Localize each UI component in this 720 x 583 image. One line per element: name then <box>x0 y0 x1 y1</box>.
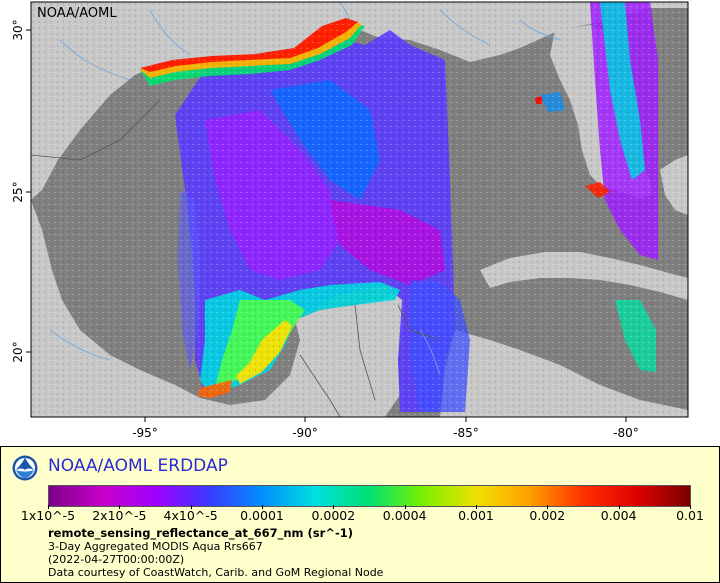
colorbar-tick <box>618 505 620 509</box>
swath-texture <box>31 2 688 417</box>
x-tick-label: -80° <box>613 426 639 440</box>
y-tick-label: 30° <box>11 19 25 40</box>
map-frame: -95° -90° -85° -80° 30° 25° 20° NOAA/AOM… <box>0 0 720 446</box>
colorbar-ticks: 1x10^-5 2x10^-5 4x10^-5 0.0001 0.0002 0.0004 0… <box>1 505 719 527</box>
variable-name: remote_sensing_reflectance_at_667_nm (sr… <box>48 526 353 540</box>
colorbar-tick-label: 0.004 <box>600 508 637 523</box>
colorbar-tick <box>547 505 549 509</box>
colorbar-tick <box>119 505 121 509</box>
colorbar <box>48 485 691 507</box>
colorbar-tick <box>333 505 335 509</box>
legend-panel: NOAA/AOML ERDDAP 1x10^-5 2x10^-5 4x10^-5 0.… <box>0 446 720 583</box>
noaa-logo-icon <box>12 455 38 481</box>
y-tick-label: 25° <box>11 181 25 202</box>
colorbar-tick <box>262 505 263 509</box>
colorbar-tick-label: 0.0001 <box>240 508 284 523</box>
erddap-title: NOAA/AOML ERDDAP <box>48 456 228 476</box>
colorbar-tick-label: 0.002 <box>529 508 566 523</box>
colorbar-tick <box>48 505 49 509</box>
colorbar-tick-label: 1x10^-5 <box>20 508 76 523</box>
x-axis-ticks <box>144 417 627 422</box>
x-tick-label: -85° <box>453 426 479 440</box>
dataset-description: 3-Day Aggregated MODIS Aqua Rrs667 <box>48 540 263 553</box>
colorbar-tick-label: 0.01 <box>676 508 704 523</box>
colorbar-tick-label: 0.0004 <box>382 508 427 523</box>
x-tick-label: -90° <box>292 426 318 440</box>
political-borders <box>31 99 441 417</box>
colorbar-tick <box>476 505 477 509</box>
data-credit: Data courtesy of CoastWatch, Carib. and … <box>48 566 384 579</box>
plot-border <box>30 1 689 418</box>
gulf-of-mexico-map[interactable]: -95° -90° -85° -80° 30° 25° 20° NOAA/AOM… <box>0 0 720 446</box>
colorbar-tick-label: 0.0002 <box>311 508 356 523</box>
colorbar-tick <box>190 505 192 509</box>
colorbar-tick-label: 0.001 <box>458 508 494 523</box>
x-tick-label: -95° <box>132 426 158 440</box>
y-axis-ticks <box>26 29 31 353</box>
y-tick-label: 20° <box>11 341 25 362</box>
map-watermark: NOAA/AOML <box>37 6 117 21</box>
colorbar-tick <box>690 505 691 509</box>
dataset-time: (2022-04-27T00:00:00Z) <box>48 553 185 566</box>
colorbar-tick <box>404 505 406 509</box>
colorbar-tick-label: 4x10^-5 <box>163 508 218 523</box>
colorbar-tick-label: 2x10^-5 <box>92 508 147 523</box>
